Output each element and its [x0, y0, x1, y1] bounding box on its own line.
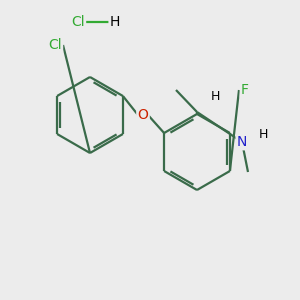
- Text: H: H: [258, 128, 268, 142]
- Text: Cl: Cl: [48, 38, 62, 52]
- Text: N: N: [237, 135, 247, 149]
- Text: O: O: [138, 108, 148, 122]
- Text: F: F: [241, 83, 249, 97]
- Text: H: H: [210, 91, 220, 103]
- Text: Cl: Cl: [71, 15, 85, 29]
- Text: H: H: [110, 15, 120, 29]
